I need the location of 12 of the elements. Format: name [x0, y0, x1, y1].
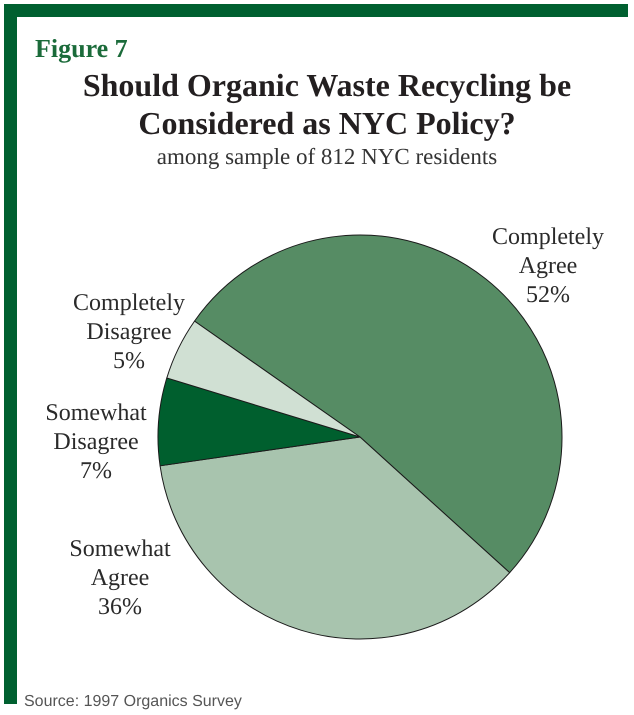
data-label: 5% — [113, 348, 145, 374]
slice-label: Completely Disagree — [73, 290, 185, 345]
slice-label: Somewhat Disagree — [45, 400, 147, 455]
chart-title: Should Organic Waste Recycling be Considered as NYC Policy? — [82, 66, 572, 142]
chart-subtitle: among sample of 812 NYC residents — [156, 144, 498, 170]
slice-label: Completely Agree — [492, 224, 604, 279]
data-label: 36% — [98, 594, 142, 620]
slice-label: Somewhat Agree — [69, 536, 171, 591]
source-note: Source: 1997 Organics Survey — [24, 693, 242, 711]
data-label: 7% — [80, 458, 112, 484]
data-label: 52% — [526, 282, 570, 308]
caption: Figure 7 — [35, 34, 128, 64]
